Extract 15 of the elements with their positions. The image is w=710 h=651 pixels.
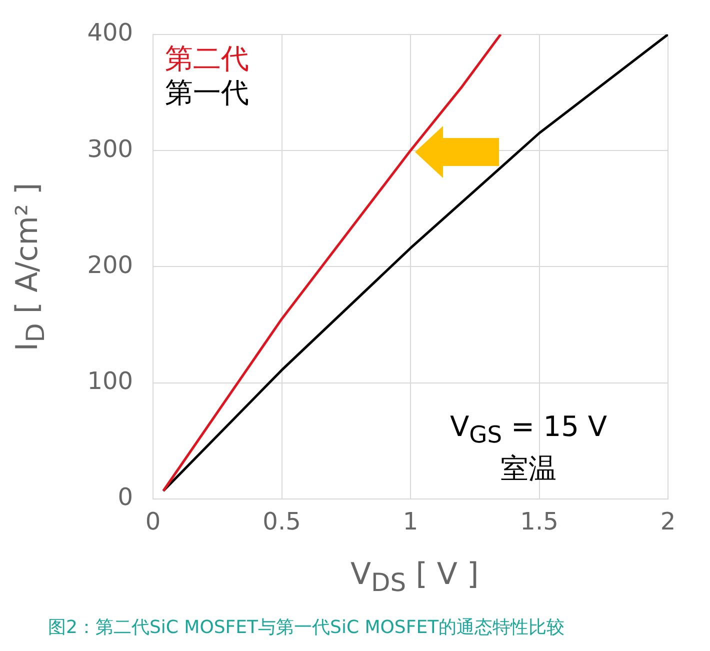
annotation: V$_{GS}$ = 15 V 室温: [450, 410, 607, 486]
y-tick-label: 400: [87, 18, 133, 47]
x-tick-label: 0.5: [262, 508, 301, 536]
caption: 图2：第二代SiC MOSFET与第一代SiC MOSFET的通态特性比较: [48, 616, 565, 639]
text: 第二代: [165, 42, 249, 76]
x-axis-title: V$_{DS}$ [ V ]: [350, 557, 479, 597]
y-tick-label: 300: [87, 134, 133, 163]
y-tick-label: 200: [87, 250, 133, 279]
x-tick-label: 0: [145, 508, 161, 536]
x-tick-label: 1.5: [520, 508, 558, 536]
y-tick-label: 0: [118, 483, 133, 512]
text: 第一代: [165, 76, 249, 110]
x-tick-label: 1: [402, 508, 418, 536]
y-tick-label: 100: [87, 367, 133, 396]
x-tick-label: 2: [660, 508, 676, 536]
